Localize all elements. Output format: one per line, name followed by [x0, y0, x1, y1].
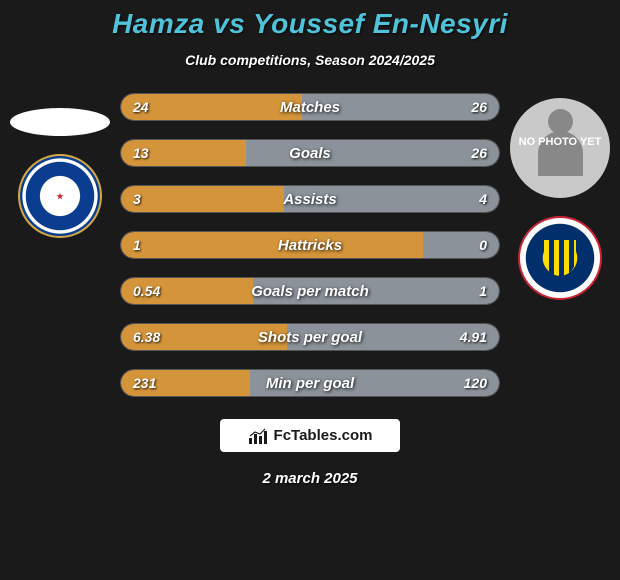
stat-label: Hattricks — [278, 237, 342, 254]
stat-label: Assists — [283, 191, 336, 208]
date-label: 2 march 2025 — [262, 470, 357, 487]
stat-value-right: 120 — [464, 375, 487, 391]
right-player-column: NO PHOTO YET — [500, 93, 610, 300]
stat-fill-right — [246, 140, 499, 166]
stat-value-left: 1 — [133, 237, 141, 253]
subtitle: Club competitions, Season 2024/2025 — [185, 52, 435, 68]
stat-value-right: 26 — [471, 145, 487, 161]
stat-row: 231 120 Min per goal — [120, 369, 500, 397]
content-row: ★ 24 26 Matches 13 26 Goals 3 4 Assists 1 0 Hattric… — [0, 93, 620, 397]
brand-chart-icon — [248, 428, 268, 444]
stat-value-right: 1 — [479, 283, 487, 299]
stat-fill-left — [121, 232, 423, 258]
no-photo-label: NO PHOTO YET — [519, 136, 602, 148]
fener-stripes-icon — [544, 240, 576, 275]
stat-label: Goals per match — [251, 283, 369, 300]
page-title: Hamza vs Youssef En-Nesyri — [112, 8, 508, 40]
stat-value-right: 0 — [479, 237, 487, 253]
stat-row: 24 26 Matches — [120, 93, 500, 121]
stat-value-left: 0.54 — [133, 283, 160, 299]
stat-label: Min per goal — [266, 375, 354, 392]
stat-row: 13 26 Goals — [120, 139, 500, 167]
stat-label: Goals — [289, 145, 331, 162]
comparison-container: Hamza vs Youssef En-Nesyri Club competit… — [0, 0, 620, 580]
stat-value-right: 4 — [479, 191, 487, 207]
footer-brand[interactable]: FcTables.com — [220, 419, 401, 452]
stat-fill-left — [121, 186, 284, 212]
club-badge-left: ★ — [18, 154, 102, 238]
stat-value-left: 3 — [133, 191, 141, 207]
stat-row: 3 4 Assists — [120, 185, 500, 213]
stat-row: 1 0 Hattricks — [120, 231, 500, 259]
stat-row: 0.54 1 Goals per match — [120, 277, 500, 305]
left-player-column: ★ — [10, 93, 120, 238]
club-badge-right — [518, 216, 602, 300]
stat-row: 6.38 4.91 Shots per goal — [120, 323, 500, 351]
stat-value-right: 4.91 — [460, 329, 487, 345]
stat-value-left: 13 — [133, 145, 149, 161]
footer-brand-text: FcTables.com — [274, 427, 373, 444]
stat-value-left: 24 — [133, 99, 149, 115]
stat-label: Shots per goal — [258, 329, 362, 346]
player-photo-right: NO PHOTO YET — [510, 98, 610, 198]
player-photo-left — [10, 108, 110, 136]
stat-value-left: 6.38 — [133, 329, 160, 345]
stat-fill-right — [423, 232, 499, 258]
rangers-badge-inner: ★ — [56, 192, 63, 201]
stat-value-left: 231 — [133, 375, 156, 391]
stat-value-right: 26 — [471, 99, 487, 115]
stat-bars: 24 26 Matches 13 26 Goals 3 4 Assists 1 0 Hattricks… — [120, 93, 500, 397]
stat-label: Matches — [280, 99, 340, 116]
